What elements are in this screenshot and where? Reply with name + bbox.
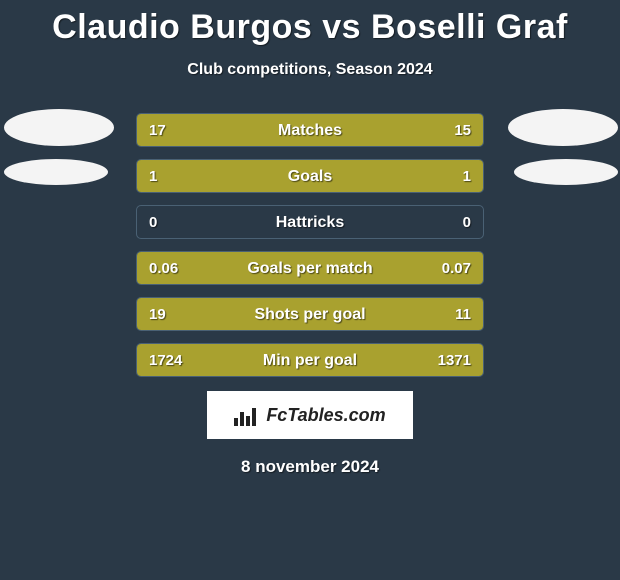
brand-chip[interactable]: FcTables.com bbox=[207, 391, 413, 439]
stat-row: 1911Shots per goal bbox=[136, 297, 484, 331]
brand-bars-icon bbox=[234, 404, 260, 426]
stat-row: 0.060.07Goals per match bbox=[136, 251, 484, 285]
stat-label: Shots per goal bbox=[137, 298, 483, 332]
stats-area: 1715Matches 11Goals 00Hattricks 0.060.07Goa… bbox=[0, 113, 620, 477]
stat-label: Goals bbox=[137, 160, 483, 194]
stat-row: 17241371Min per goal bbox=[136, 343, 484, 377]
stat-row: 1715Matches bbox=[136, 113, 484, 147]
title-player2: Boselli Graf bbox=[371, 8, 568, 46]
player2-avatar-ellipse-2 bbox=[514, 159, 618, 185]
subtitle: Club competitions, Season 2024 bbox=[0, 61, 620, 79]
stat-label: Min per goal bbox=[137, 344, 483, 378]
title-player1: Claudio Burgos bbox=[52, 8, 312, 46]
stat-row: 11Goals bbox=[136, 159, 484, 193]
stat-label: Hattricks bbox=[137, 206, 483, 240]
player1-avatar-ellipse-2 bbox=[4, 159, 108, 185]
stat-row: 00Hattricks bbox=[136, 205, 484, 239]
player1-avatar-ellipse-1 bbox=[4, 109, 114, 146]
brand-text: FcTables.com bbox=[266, 405, 385, 426]
stat-label: Goals per match bbox=[137, 252, 483, 286]
title-vs: vs bbox=[322, 8, 361, 46]
comparison-card: Claudio Burgos vs Boselli Graf Club comp… bbox=[0, 0, 620, 580]
stat-label: Matches bbox=[137, 114, 483, 148]
footer-date: 8 november 2024 bbox=[0, 457, 620, 477]
player2-avatar-ellipse-1 bbox=[508, 109, 618, 146]
stat-bars: 1715Matches 11Goals 00Hattricks 0.060.07Goa… bbox=[136, 113, 484, 377]
page-title: Claudio Burgos vs Boselli Graf bbox=[0, 0, 620, 47]
